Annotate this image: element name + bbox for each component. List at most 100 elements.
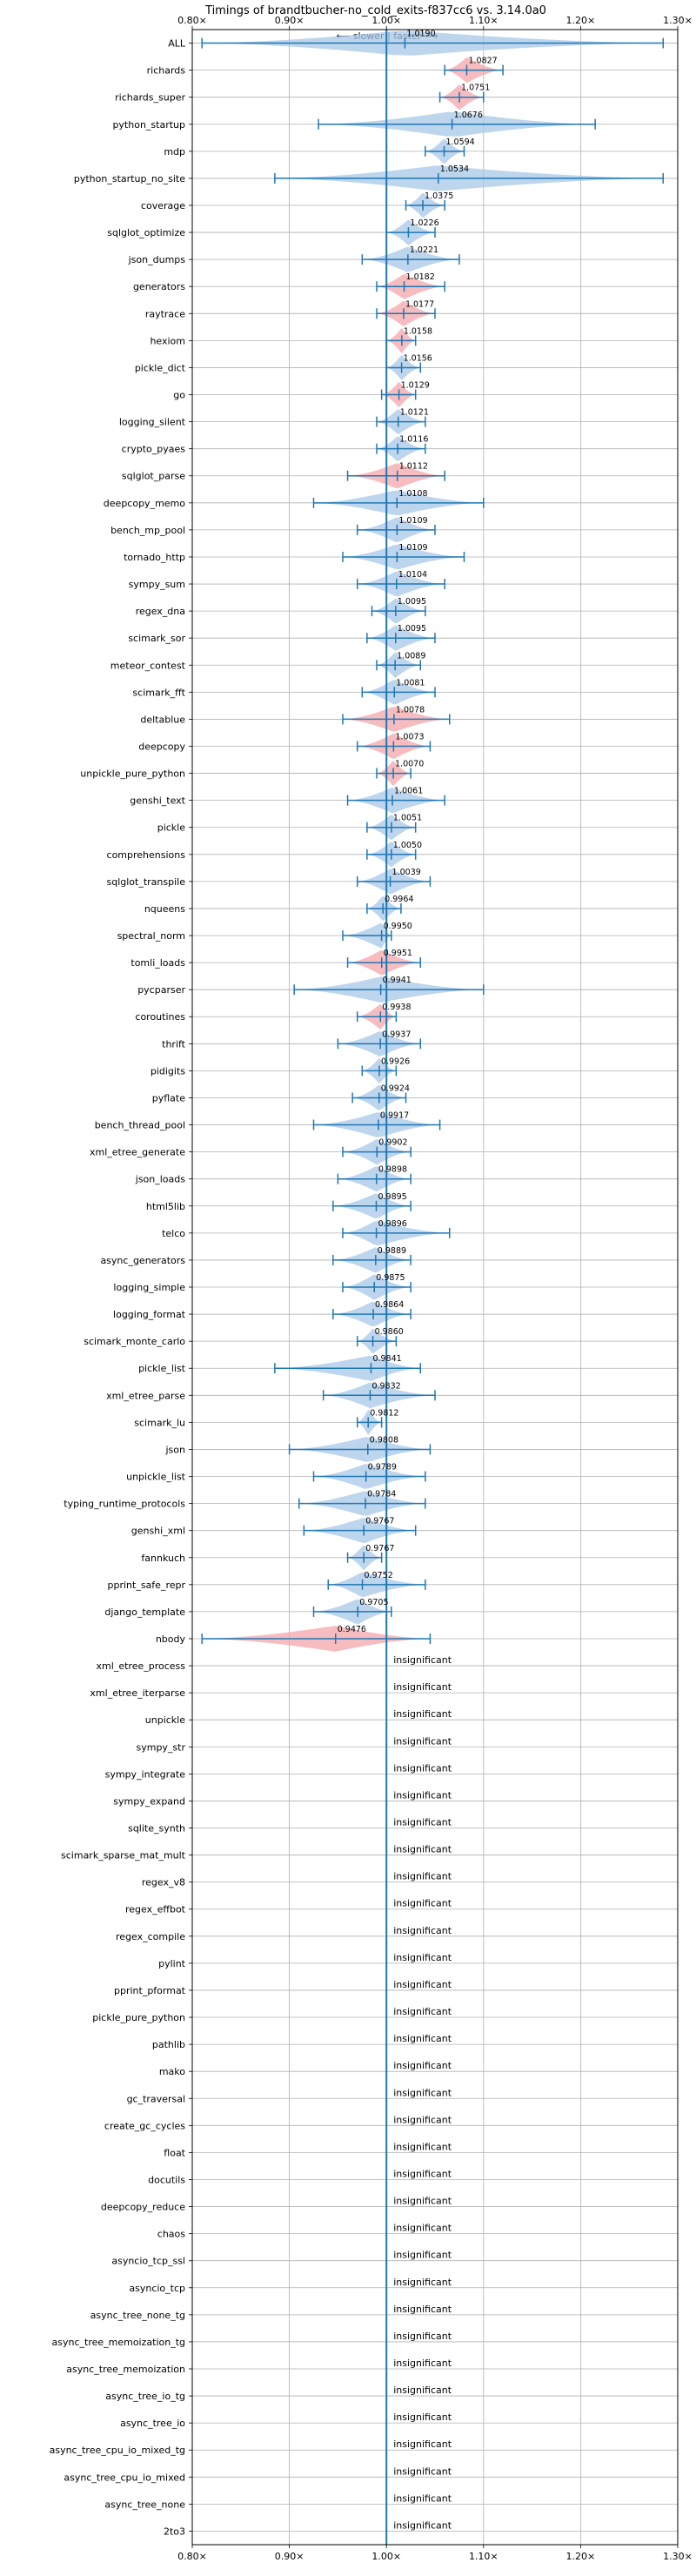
value-label: 1.0177 bbox=[405, 299, 434, 309]
benchmark-label: pidigits bbox=[151, 1065, 185, 1077]
insignificant-label: insignificant bbox=[393, 2277, 452, 2288]
value-label: 0.9812 bbox=[370, 1408, 398, 1418]
benchmark-label: tomli_loads bbox=[130, 957, 185, 969]
value-label: 0.9832 bbox=[371, 1381, 400, 1391]
insignificant-label: insignificant bbox=[393, 2060, 452, 2071]
insignificant-label: insignificant bbox=[393, 1789, 452, 1801]
x-tick-label-top: 1.00× bbox=[371, 15, 401, 26]
value-label: 0.9808 bbox=[370, 1435, 398, 1445]
benchmark-label: genshi_text bbox=[130, 795, 185, 807]
x-tick-label-top: 0.90× bbox=[275, 15, 304, 26]
benchmark-label: async_tree_io_tg bbox=[105, 2391, 185, 2402]
benchmark-label: sympy_expand bbox=[113, 1795, 185, 1807]
value-label: 0.9789 bbox=[368, 1463, 397, 1472]
value-label: 1.0109 bbox=[398, 543, 427, 553]
value-label: 1.0676 bbox=[454, 111, 483, 120]
benchmark-label: create_gc_cycles bbox=[104, 2120, 185, 2131]
benchmark-label: float bbox=[164, 2147, 185, 2158]
value-label: 0.9476 bbox=[338, 1625, 366, 1634]
benchmark-label: comprehensions bbox=[107, 849, 186, 861]
benchmark-label: xml_etree_parse bbox=[106, 1390, 185, 1401]
insignificant-label: insignificant bbox=[393, 1708, 452, 1720]
benchmark-label: nbody bbox=[156, 1633, 186, 1645]
benchmark-label: pyflate bbox=[152, 1092, 185, 1104]
insignificant-label: insignificant bbox=[393, 1762, 452, 1774]
insignificant-label: insignificant bbox=[393, 2465, 452, 2477]
benchmark-label: telco bbox=[162, 1228, 185, 1239]
value-label: 1.0129 bbox=[401, 381, 430, 391]
value-label: 1.0095 bbox=[398, 597, 426, 607]
value-label: 1.0827 bbox=[468, 57, 497, 66]
value-label: 1.0104 bbox=[398, 570, 427, 580]
x-tick-label-bottom: 0.80× bbox=[177, 2551, 207, 2562]
benchmark-label: python_startup_no_site bbox=[74, 173, 185, 184]
value-label: 1.0089 bbox=[397, 651, 425, 661]
benchmark-label: pickle_dict bbox=[135, 362, 186, 373]
benchmark-label: logging_silent bbox=[119, 417, 186, 428]
value-label: 0.9895 bbox=[378, 1192, 406, 1202]
benchmark-label: docutils bbox=[148, 2174, 185, 2185]
benchmark-label: pickle_pure_python bbox=[92, 2012, 185, 2023]
insignificant-label: insignificant bbox=[393, 1681, 452, 1693]
benchmark-label: pickle bbox=[157, 822, 186, 834]
x-tick-label-bottom: 1.30× bbox=[663, 2551, 693, 2562]
value-label: 0.9902 bbox=[378, 1138, 407, 1148]
benchmark-label: regex_effbot bbox=[125, 1904, 186, 1915]
benchmark-label: json_loads bbox=[135, 1174, 185, 1185]
benchmark-label: sympy_integrate bbox=[105, 1768, 186, 1780]
benchmark-label: scimark_sparse_mat_mult bbox=[61, 1850, 186, 1862]
benchmark-label: crypto_pyaes bbox=[122, 444, 186, 455]
benchmark-label: spectral_norm bbox=[117, 930, 185, 942]
value-label: 0.9896 bbox=[378, 1219, 407, 1229]
y-axis-labels: ALL richards richards_super python_startupm… bbox=[50, 38, 192, 2537]
benchmark-label: deepcopy bbox=[138, 741, 185, 752]
value-label: 0.9864 bbox=[375, 1300, 404, 1310]
benchmark-label: async_tree_cpu_io_mixed bbox=[64, 2472, 185, 2483]
benchmark-label: unpickle_pure_python bbox=[80, 768, 185, 780]
benchmark-label: html5lib bbox=[146, 1201, 185, 1212]
insignificant-label: insignificant bbox=[393, 2196, 452, 2207]
violins bbox=[201, 30, 665, 2545]
benchmark-label: django_template bbox=[104, 1607, 185, 1618]
insignificant-label: insignificant bbox=[393, 1735, 452, 1747]
value-label: 0.9917 bbox=[380, 1111, 409, 1121]
insignificant-label: insignificant bbox=[393, 2250, 452, 2261]
benchmark-label: unpickle_list bbox=[126, 1472, 186, 1483]
benchmark-label: pprint_pformat bbox=[114, 1985, 186, 1996]
benchmark-label: pycparser bbox=[137, 984, 185, 996]
benchmark-label: richards bbox=[147, 65, 186, 77]
value-label: 1.0226 bbox=[410, 218, 438, 228]
value-labels: 1.0190 1.0827 1.0751 1.0676 1.0594 1.0534 1.03… bbox=[338, 30, 498, 2532]
value-label: 0.9950 bbox=[384, 922, 412, 931]
value-label: 1.0039 bbox=[392, 868, 421, 877]
benchmark-label: sqlite_synth bbox=[128, 1823, 185, 1835]
value-label: 1.0070 bbox=[395, 760, 424, 769]
value-label: 1.0073 bbox=[395, 732, 424, 741]
insignificant-label: insignificant bbox=[393, 2304, 452, 2315]
benchmark-label: async_tree_io bbox=[120, 2418, 185, 2429]
insignificant-label: insignificant bbox=[393, 2141, 452, 2152]
benchmark-label: xml_etree_process bbox=[97, 1660, 186, 1672]
x-tick-label-bottom: 1.00× bbox=[371, 2551, 401, 2562]
value-label: 1.0534 bbox=[440, 164, 469, 174]
benchmark-label: async_tree_memoization_tg bbox=[52, 2337, 186, 2348]
value-label: 1.0190 bbox=[406, 30, 435, 39]
benchmark-label: sqlglot_transpile bbox=[107, 876, 186, 888]
benchmark-label: hexiom bbox=[150, 335, 185, 346]
benchmark-label: go bbox=[173, 390, 185, 401]
benchmark-label: sympy_str bbox=[136, 1741, 185, 1753]
value-label: 0.9860 bbox=[375, 1327, 404, 1337]
benchmark-label: python_startup bbox=[112, 119, 185, 131]
benchmark-label: regex_compile bbox=[116, 1931, 185, 1942]
value-label: 1.0112 bbox=[399, 462, 428, 472]
benchmark-label: pylint bbox=[158, 1958, 186, 1969]
benchmark-label: raytrace bbox=[145, 308, 185, 319]
value-label: 1.0050 bbox=[393, 841, 422, 850]
x-axis-top: 0.80× 0.90× 1.00× 1.10× 1.20× 1.30× bbox=[177, 15, 693, 30]
insignificant-label: insignificant bbox=[393, 2006, 452, 2017]
chart-title: Timings of brandtbucher-no_cold_exits-f8… bbox=[204, 4, 546, 17]
insignificant-label: insignificant bbox=[393, 2492, 452, 2504]
value-label: 0.9841 bbox=[372, 1354, 401, 1364]
value-label: 1.0081 bbox=[396, 678, 425, 688]
